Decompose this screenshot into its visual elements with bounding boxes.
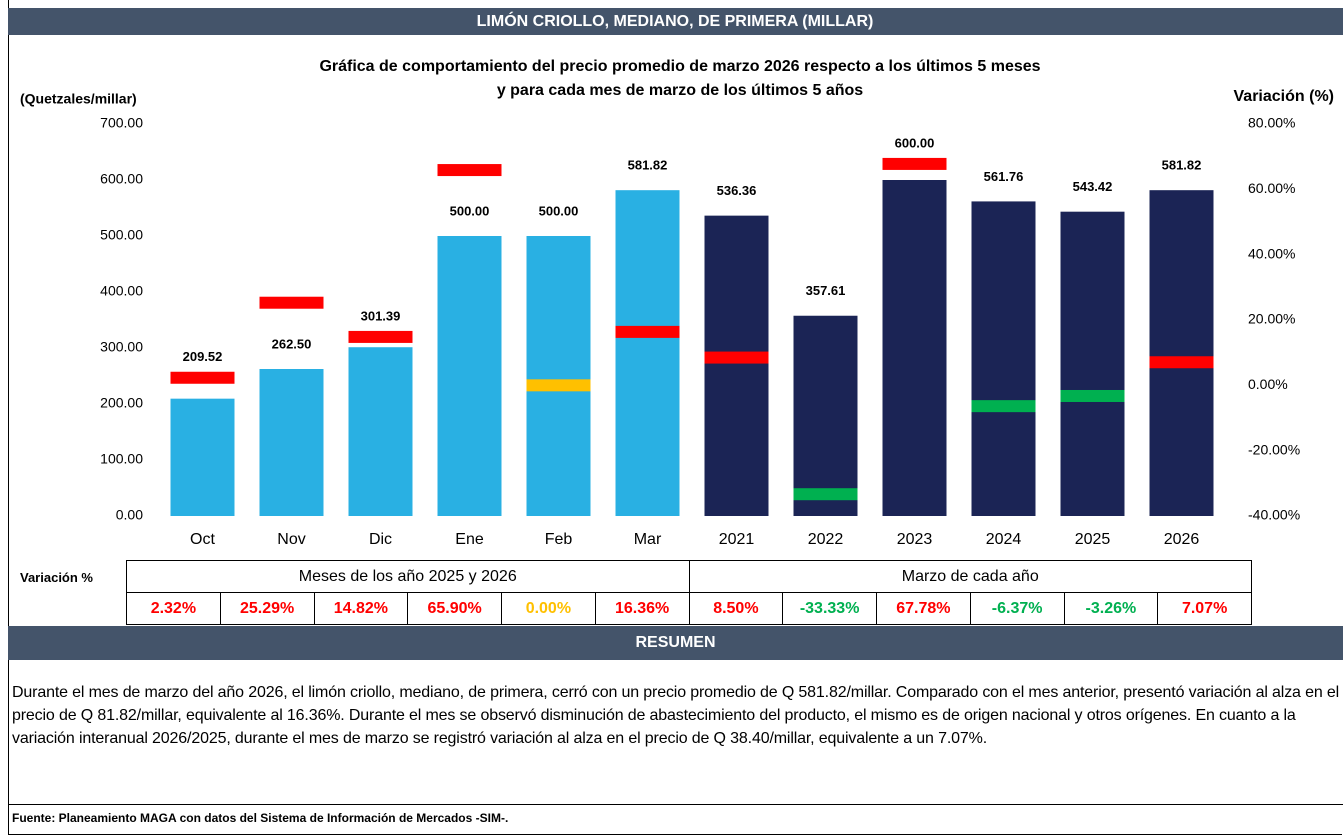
chart-title: Gráfica de comportamiento del precio pro… [319, 58, 1040, 75]
variation-cell: 16.36% [594, 592, 690, 625]
y2-tick-label: 0.00% [1248, 376, 1288, 392]
summary-text: Durante el mes de marzo del año 2026, el… [12, 684, 1340, 747]
x-tick-label: 2026 [1164, 531, 1200, 548]
variation-marker [882, 157, 947, 170]
bar [437, 236, 502, 516]
y-tick-label: 700.00 [100, 115, 143, 131]
data-label: 600.00 [895, 135, 935, 150]
variation-marker [1149, 356, 1214, 369]
x-tick-label: 2025 [1075, 531, 1111, 548]
y2-tick-label: 60.00% [1248, 180, 1295, 196]
bar [615, 190, 680, 517]
x-tick-label: Ene [455, 531, 484, 548]
variation-cell: 2.32% [126, 592, 221, 625]
variation-marker [793, 488, 858, 501]
table-group: Meses de los año 2025 y 2026 [126, 560, 690, 593]
y2-axis-label: Variación (%) [1234, 88, 1334, 105]
variation-marker [437, 164, 502, 177]
y-tick-label: 400.00 [100, 283, 143, 299]
variation-marker [971, 400, 1036, 413]
variation-cell: -6.37% [969, 592, 1065, 625]
y-tick-label: 200.00 [100, 395, 143, 411]
y-tick-label: 300.00 [100, 339, 143, 355]
variation-cell: -3.26% [1063, 592, 1159, 625]
bar [882, 180, 947, 516]
y2-tick-label: -20.00% [1248, 441, 1300, 457]
bar [348, 347, 413, 516]
variation-cell: 7.07% [1157, 592, 1252, 625]
y2-tick-label: 40.00% [1248, 245, 1295, 261]
table-label: Variación % [20, 570, 93, 585]
variation-cell: 8.50% [688, 592, 784, 625]
variation-cell: 0.00% [501, 592, 596, 625]
bar [793, 315, 858, 516]
x-tick-label: Feb [545, 531, 573, 548]
variation-marker [259, 296, 324, 309]
variation-marker [526, 379, 591, 392]
source: Fuente: Planeamiento MAGA con datos del … [12, 811, 509, 825]
data-label: 357.61 [806, 283, 846, 298]
data-label: 500.00 [450, 203, 490, 218]
bar [259, 369, 324, 516]
x-tick-label: 2024 [986, 531, 1022, 548]
chart-title: y para cada mes de marzo de los últimos … [497, 82, 863, 99]
variation-marker [1060, 389, 1125, 402]
variation-cell: 65.90% [407, 592, 502, 625]
separator [8, 804, 1343, 805]
data-label: 262.50 [272, 336, 312, 351]
bar [1149, 190, 1214, 517]
bar [170, 398, 235, 516]
y-tick-label: 100.00 [100, 451, 143, 467]
x-tick-label: Mar [634, 531, 662, 548]
data-label: 561.76 [984, 169, 1024, 184]
variation-cell: -33.33% [782, 592, 877, 625]
bar [1060, 211, 1125, 516]
x-tick-label: 2022 [808, 531, 844, 548]
x-tick-label: Oct [190, 531, 215, 548]
y2-tick-label: -40.00% [1248, 507, 1300, 523]
variation-marker [615, 325, 680, 338]
chart: LIMÓN CRIOLLO, MEDIANO, DE PRIMERA (MILL… [8, 8, 1343, 548]
data-label: 581.82 [628, 158, 668, 173]
y-axis-label: (Quetzales/millar) [20, 91, 137, 107]
y2-tick-label: 80.00% [1248, 115, 1295, 131]
data-label: 536.36 [717, 183, 757, 198]
x-tick-label: Nov [277, 531, 305, 548]
x-tick-label: Dic [369, 531, 392, 548]
header: LIMÓN CRIOLLO, MEDIANO, DE PRIMERA (MILL… [477, 11, 874, 30]
variation-table: Meses de los año 2025 y 2026 Marzo de cad… [126, 560, 1252, 625]
summary-title: RESUMEN [8, 626, 1343, 660]
data-label: 581.82 [1162, 158, 1202, 173]
table-group: Marzo de cada año [688, 560, 1252, 593]
y-tick-label: 600.00 [100, 171, 143, 187]
variation-cell: 25.29% [219, 592, 315, 625]
y-tick-label: 0.00 [116, 507, 143, 523]
variation-cell: 67.78% [876, 592, 971, 625]
variation-marker [170, 371, 235, 384]
header-bar [8, 8, 1343, 35]
data-label: 500.00 [539, 203, 579, 218]
data-label: 543.42 [1073, 179, 1113, 194]
bar [704, 215, 769, 516]
variation-marker [704, 351, 769, 364]
x-tick-label: 2021 [719, 531, 755, 548]
data-label: 301.39 [361, 308, 401, 323]
bar [526, 236, 591, 516]
y2-tick-label: 20.00% [1248, 311, 1295, 327]
x-tick-label: 2023 [897, 531, 933, 548]
y-tick-label: 500.00 [100, 227, 143, 243]
frame [8, 0, 1342, 835]
bar [971, 201, 1036, 516]
variation-marker [348, 330, 413, 343]
data-label: 209.52 [183, 349, 223, 364]
variation-cell: 14.82% [313, 592, 409, 625]
